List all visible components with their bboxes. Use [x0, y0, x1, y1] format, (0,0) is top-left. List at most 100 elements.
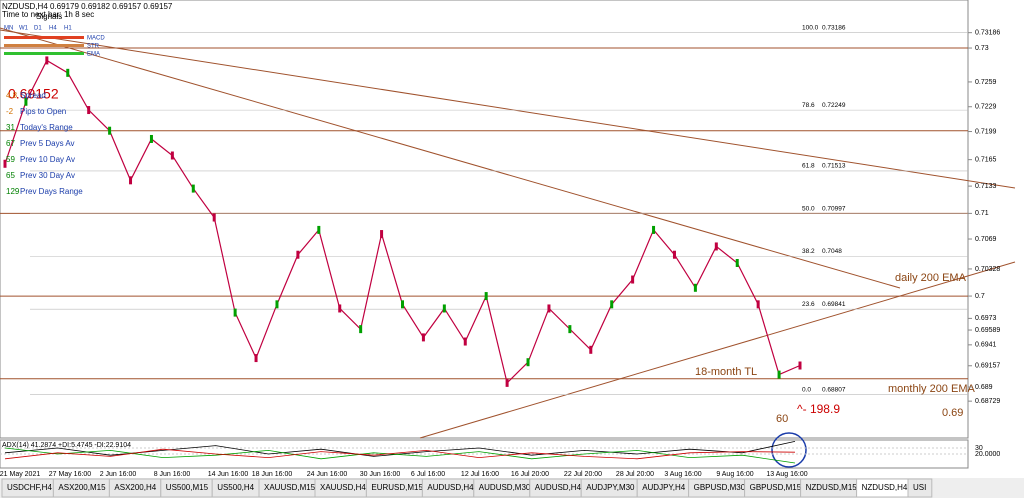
current-price: 0.69152 — [8, 86, 59, 102]
candle — [672, 250, 676, 259]
date-label: 6 Jul 16:00 — [411, 471, 445, 478]
tab-label[interactable]: AUDUSD,M30 — [479, 483, 531, 492]
fib-price: 0.73186 — [822, 24, 846, 31]
candle — [401, 300, 404, 309]
tab-label[interactable]: GBPUSD,M30 — [694, 483, 746, 492]
date-label: 28 Jul 20:00 — [616, 471, 654, 478]
price-tick-label: 0.73186 — [975, 29, 1000, 36]
candle — [484, 292, 488, 301]
fib-price: 0.70997 — [822, 205, 846, 212]
candle — [254, 354, 258, 363]
period-label: H4 — [49, 26, 57, 32]
tab-label[interactable]: ASX200,M15 — [58, 483, 106, 492]
trendline — [0, 27, 901, 289]
date-label: 12 Jul 16:00 — [461, 471, 499, 478]
annotation: 60 — [776, 413, 788, 425]
trendline — [0, 29, 1016, 189]
price-tick-label: 0.7 — [975, 293, 985, 300]
signals-title: Signals — [36, 12, 62, 21]
candle — [798, 361, 802, 370]
date-label: 8 Jun 16:00 — [154, 471, 191, 478]
fib-price: 0.72249 — [822, 102, 846, 109]
candle — [45, 56, 49, 65]
date-label: 14 Jun 16:00 — [208, 471, 249, 478]
date-label: 21 May 2021 — [0, 471, 40, 478]
candle — [735, 258, 739, 267]
fib-level: 38.2 — [802, 248, 815, 255]
tab-label[interactable]: XAUUSD,H4 — [320, 483, 366, 492]
indicator-label: EMA — [87, 52, 100, 58]
period-label: H1 — [64, 26, 72, 32]
tab-label[interactable]: NZDUSD,H4 — [862, 483, 908, 492]
tab-label[interactable]: AUDUSD,H4 — [427, 483, 474, 492]
tab-label[interactable]: USDCHF,H4 — [7, 483, 52, 492]
fib-level: 50.0 — [802, 205, 815, 212]
adx-line — [4, 448, 796, 460]
tab-label[interactable]: AUDUSD,H4 — [535, 483, 582, 492]
candle — [170, 151, 174, 160]
candle — [191, 184, 195, 193]
bar-timer: Time to next bar: 1h 8 sec — [2, 10, 94, 19]
stat-value: 65 — [6, 171, 15, 180]
tab-label[interactable]: EURUSD,M15 — [371, 483, 423, 492]
price-tick-label: 0.73 — [975, 45, 989, 52]
price-tick-label: 0.71 — [975, 210, 989, 217]
annotation: monthly 200 EMA — [888, 383, 975, 395]
date-label: 22 Jul 20:00 — [564, 471, 602, 478]
price-tick-label: 0.7259 — [975, 79, 997, 86]
tab-label[interactable]: US500,M15 — [166, 483, 209, 492]
candle — [610, 300, 614, 309]
annotation: ^- 198.9 — [797, 402, 840, 416]
price-tick-label: 0.6973 — [975, 315, 997, 322]
stat-value: 67 — [6, 139, 15, 148]
candle — [442, 304, 446, 313]
period-label: W1 — [19, 26, 29, 32]
tab-label[interactable]: NZDUSD,M15 — [806, 483, 858, 492]
tab[interactable] — [907, 478, 933, 498]
candle — [338, 304, 342, 313]
candle — [589, 345, 593, 354]
fib-level: 23.6 — [802, 301, 815, 308]
candle — [66, 68, 70, 77]
tab-label[interactable]: USI — [913, 483, 926, 492]
date-label: 18 Jun 16:00 — [252, 471, 293, 478]
candle — [777, 370, 781, 379]
stat-value: 4.8 — [6, 91, 18, 100]
tab-label[interactable]: US500,H4 — [217, 483, 254, 492]
candle — [149, 134, 153, 143]
candle — [693, 283, 697, 292]
indicator-label: STR — [87, 44, 100, 50]
symbol-header: NZDUSD,H4 0.69179 0.69182 0.69157 0.6915… — [2, 2, 173, 11]
price-tick-label: 0.689 — [975, 384, 993, 391]
candle — [547, 304, 551, 313]
fib-level: 0.0 — [802, 386, 811, 393]
candle — [129, 176, 133, 185]
candle — [24, 97, 28, 106]
tab-label[interactable]: ASX200,H4 — [114, 483, 156, 492]
candle — [505, 378, 509, 387]
candle — [421, 333, 425, 342]
price-tick-label: 0.6941 — [975, 342, 997, 349]
date-label: 16 Jul 20:00 — [511, 471, 549, 478]
adx-tick-label: 30 — [975, 445, 983, 452]
tab-label[interactable]: AUDJPY,H4 — [642, 483, 686, 492]
tab-label[interactable]: XAUUSD,M15 — [264, 483, 316, 492]
stat-label: Prev 30 Day Av — [20, 171, 75, 180]
date-label: 13 Aug 16:00 — [766, 471, 807, 478]
candle — [756, 300, 760, 309]
tab-label[interactable]: GBPUSD,M15 — [750, 483, 802, 492]
tab-label[interactable]: AUDJPY,M30 — [586, 483, 635, 492]
price-tick-label: 0.69589 — [975, 327, 1000, 334]
fib-price: 0.68807 — [822, 386, 846, 393]
candle — [652, 225, 656, 234]
date-label: 3 Aug 16:00 — [664, 471, 701, 478]
fib-price: 0.7048 — [822, 248, 842, 255]
candle — [108, 126, 112, 135]
date-label: 30 Jun 16:00 — [360, 471, 401, 478]
adx-tick-label: 20.0000 — [975, 451, 1000, 458]
stat-label: Spread — [20, 91, 46, 100]
price-tick-label: 0.7229 — [975, 104, 997, 111]
main-chart — [0, 0, 969, 439]
price-tick-label: 0.68729 — [975, 398, 1000, 405]
